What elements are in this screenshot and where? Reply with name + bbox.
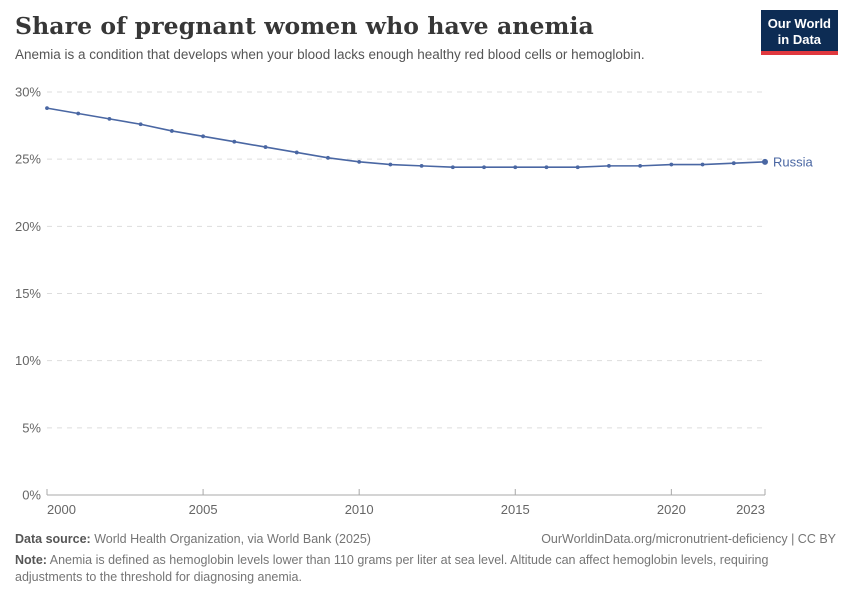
series-label[interactable]: Russia [773, 154, 814, 169]
y-axis-tick-label: 10% [15, 353, 41, 368]
data-point[interactable] [388, 162, 393, 167]
y-axis-tick-label: 20% [15, 219, 41, 234]
data-source-label: Data source: [15, 532, 91, 546]
x-axis-tick-label: 2010 [345, 502, 374, 517]
x-axis-tick-label: 2000 [47, 502, 76, 517]
data-point[interactable] [638, 163, 643, 168]
page-title: Share of pregnant women who have anemia [15, 12, 594, 40]
data-point[interactable] [232, 139, 237, 144]
y-axis-tick-label: 25% [15, 152, 41, 167]
note-value: Anemia is defined as hemoglobin levels l… [15, 553, 769, 584]
data-point[interactable] [700, 162, 705, 167]
data-source-line: Data source: World Health Organization, … [15, 531, 371, 547]
data-point[interactable] [263, 145, 268, 149]
data-point[interactable] [544, 165, 549, 170]
data-source-value: World Health Organization, via World Ban… [90, 532, 371, 546]
owid-logo-line2: in Data [777, 31, 822, 47]
y-axis-tick-label: 0% [22, 488, 41, 503]
x-axis-tick-label: 2015 [501, 502, 530, 517]
data-point[interactable] [169, 129, 174, 133]
x-axis-tick-label: 2005 [189, 502, 218, 517]
y-axis-tick-label: 15% [15, 286, 41, 301]
data-point[interactable] [138, 122, 143, 127]
owid-logo[interactable]: Our World in Data [760, 10, 838, 56]
data-point[interactable] [513, 165, 518, 170]
data-point[interactable] [669, 162, 674, 167]
y-axis-tick-label: 30% [15, 85, 41, 100]
data-point[interactable] [419, 163, 424, 168]
note-label: Note: [15, 553, 47, 567]
data-point[interactable] [731, 161, 736, 166]
chart-subtitle: Anemia is a condition that develops when… [15, 47, 645, 62]
chart-header: Share of pregnant women who have anemia … [15, 12, 755, 62]
data-point[interactable] [76, 111, 81, 116]
data-point[interactable] [294, 150, 299, 155]
data-line-russia[interactable] [46, 107, 766, 169]
data-point[interactable] [607, 163, 611, 168]
x-axis-tick-label: 2023 [736, 502, 765, 517]
data-point[interactable] [326, 155, 330, 160]
data-point[interactable] [482, 165, 486, 170]
data-point[interactable] [357, 159, 362, 164]
chart-footer: Data source: World Health Organization, … [15, 531, 836, 598]
url-license[interactable]: OurWorldinData.org/micronutrient-deficie… [541, 532, 836, 546]
data-point[interactable] [762, 158, 768, 165]
x-axis-tick-label: 2020 [657, 502, 686, 517]
data-point[interactable] [450, 165, 455, 170]
data-point[interactable] [45, 106, 49, 111]
owid-logo-line1: Our World [767, 16, 831, 31]
y-axis-tick-label: 5% [22, 420, 41, 435]
note-line: Note: Anemia is defined as hemoglobin le… [15, 552, 836, 586]
data-point[interactable] [201, 134, 205, 139]
data-point[interactable] [107, 116, 112, 121]
data-point[interactable] [575, 165, 580, 170]
